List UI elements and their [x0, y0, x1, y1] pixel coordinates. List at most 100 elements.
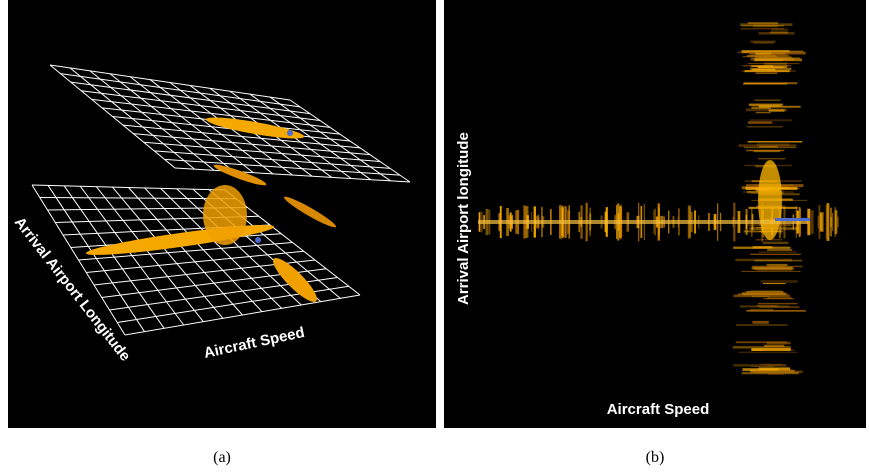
stripe	[767, 248, 793, 251]
stripe	[754, 259, 803, 262]
stripe	[747, 22, 779, 25]
density-a	[85, 117, 337, 302]
stripe	[832, 213, 834, 231]
stripe	[766, 263, 788, 266]
stripe	[733, 294, 790, 298]
grid-line	[124, 294, 361, 336]
grid-line	[164, 158, 401, 176]
stripe	[764, 62, 788, 66]
stripe	[830, 216, 832, 228]
stripe	[733, 363, 787, 367]
grid-line	[224, 189, 361, 296]
stripe	[753, 42, 774, 44]
stripe	[742, 368, 779, 371]
stripe	[834, 207, 836, 237]
stripe	[742, 56, 778, 58]
stripe	[755, 111, 771, 114]
stripe	[752, 68, 776, 71]
stripe	[767, 365, 786, 367]
stripe	[750, 289, 782, 292]
stripe	[743, 83, 788, 85]
stripe	[758, 32, 795, 35]
stripe	[760, 363, 783, 366]
stripe	[762, 282, 786, 284]
stripe	[755, 72, 778, 74]
grid-line	[154, 150, 391, 169]
stripe	[758, 105, 801, 108]
stripe	[746, 291, 784, 294]
stripe	[817, 215, 820, 229]
stripe	[735, 341, 787, 344]
stripe	[762, 241, 789, 244]
stripe	[837, 216, 839, 228]
stripe	[746, 309, 806, 312]
stripe	[743, 82, 798, 85]
stripe	[753, 24, 778, 28]
stripe	[748, 121, 773, 124]
density-b	[478, 22, 839, 375]
stripe	[741, 270, 801, 272]
caption-b: (b)	[646, 449, 665, 466]
stripe	[749, 103, 783, 106]
stripe	[757, 269, 793, 271]
stripe	[751, 348, 791, 352]
stripe	[754, 99, 781, 101]
stripe	[757, 302, 798, 305]
stripe	[818, 204, 821, 240]
stripe	[807, 208, 811, 236]
stripe	[741, 292, 786, 296]
stripe	[771, 28, 788, 31]
grid-line	[289, 99, 411, 183]
stripe	[755, 52, 772, 56]
stripe	[753, 150, 781, 153]
stripe	[762, 349, 795, 351]
stripe	[759, 306, 800, 308]
stripe	[751, 65, 774, 68]
stripe	[738, 144, 797, 147]
x-label-b: Aircraft Speed	[607, 401, 710, 418]
stripe	[751, 295, 770, 298]
stripe	[736, 324, 788, 326]
core	[758, 160, 782, 240]
stripe	[768, 372, 785, 375]
stripe	[741, 25, 784, 27]
core-line	[478, 220, 808, 224]
stripe	[757, 66, 784, 69]
stripe	[754, 58, 803, 62]
stripe	[747, 63, 800, 65]
stripe	[750, 40, 776, 43]
stripe	[760, 280, 798, 283]
stripe	[763, 298, 794, 300]
stripe	[758, 158, 786, 160]
stripe	[744, 70, 790, 73]
stripe	[738, 351, 798, 354]
stripe	[766, 341, 791, 345]
stripe	[753, 50, 804, 53]
stripe	[758, 251, 797, 253]
stripe	[767, 296, 792, 300]
stripe	[819, 212, 823, 232]
stripe	[825, 205, 829, 239]
stripe	[740, 28, 785, 30]
y-label-b: Arrival Airport longitude	[455, 132, 472, 305]
stripe	[746, 126, 783, 128]
stripe	[770, 31, 789, 34]
stripe	[735, 258, 793, 262]
caption-a: (a)	[213, 449, 231, 466]
stripe	[752, 246, 773, 249]
stripe	[751, 53, 774, 56]
stripe	[834, 210, 838, 234]
stripe	[754, 370, 803, 373]
stripe	[732, 346, 791, 349]
stripe	[749, 51, 806, 55]
stripe	[821, 212, 824, 232]
stripe	[739, 23, 793, 26]
stripe	[747, 141, 803, 143]
stripe	[749, 119, 793, 122]
grid-line	[269, 96, 391, 182]
grid-line	[174, 167, 411, 183]
stripe	[751, 266, 793, 270]
stripe	[741, 372, 799, 375]
